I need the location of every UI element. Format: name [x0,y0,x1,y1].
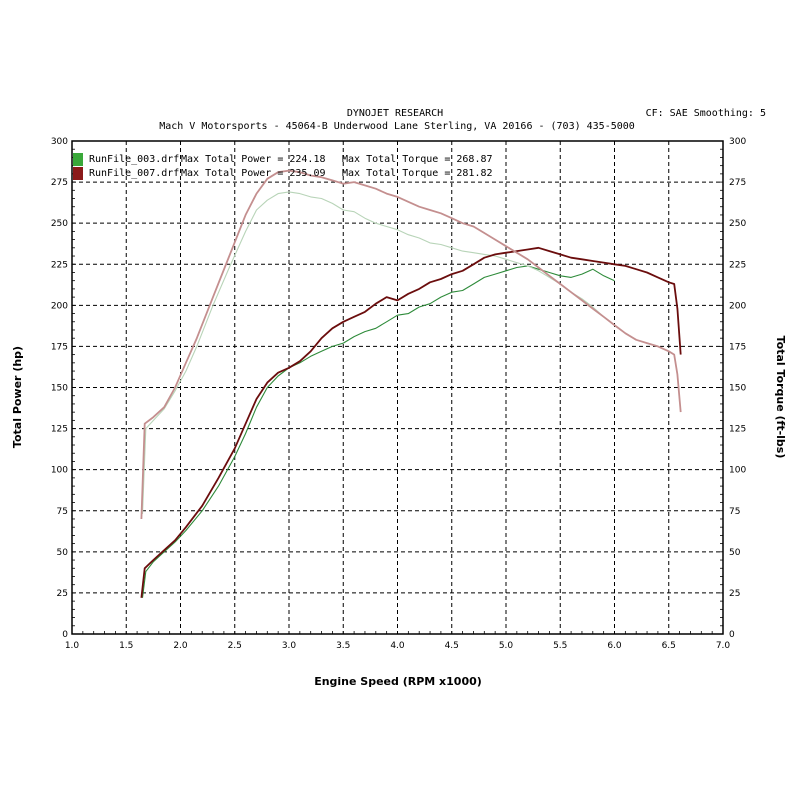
y2-axis-title: Total Torque (ft-lbs) [774,336,787,459]
chart-settings: CF: SAE Smoothing: 5 [646,108,766,119]
series-lines [140,169,682,598]
series-run007-power [140,246,682,598]
axis-ticks: 1.0 1.5 2.0 2.5 3.0 3.5 4.0 4.5 5.0 5.5 6.0 6.5 7.00… [51,137,747,651]
y-tick-label: 300 [51,137,68,147]
series-run003-power [141,265,615,598]
legend-torque-run007: Max Total Torque = 281.82 [342,168,493,179]
chart-title: DYNOJET RESEARCH [347,108,443,119]
legend-swatch-run003 [73,153,83,166]
legend-torque-run003: Max Total Torque = 268.87 [342,154,493,165]
x-tick-label: 5.5 [553,641,567,651]
y-tick-label: 50 [57,548,69,558]
legend: RunFile_003.drf Max Total Power = 224.18… [73,153,493,180]
legend-file-run003: RunFile_003.drf [89,154,179,165]
y2-tick-label: 100 [729,466,746,476]
x-tick-label: 1.5 [119,641,133,651]
x-tick-label: 3.5 [336,641,350,651]
y2-tick-label: 0 [729,630,735,640]
chart-subtitle: Mach V Motorsports - 45064-B Underwood L… [159,121,635,132]
y-tick-label: 150 [51,384,68,394]
y-tick-label: 100 [51,466,68,476]
y2-tick-label: 125 [729,425,746,435]
y2-tick-label: 300 [729,137,746,147]
y2-tick-label: 200 [729,301,746,311]
x-tick-label: 2.0 [173,641,188,651]
series-run003-torque [141,191,615,515]
y-tick-label: 275 [51,178,68,188]
x-tick-label: 3.0 [282,641,297,651]
x-tick-label: 1.0 [65,641,80,651]
y-tick-label: 250 [51,219,68,229]
legend-power-run007: Max Total Power = 235.09 [181,168,326,179]
legend-power-run003: Max Total Power = 224.18 [181,154,326,165]
x-tick-label: 4.5 [445,641,459,651]
y2-tick-label: 75 [729,507,740,517]
y-tick-label: 200 [51,301,68,311]
y-tick-label: 175 [51,342,68,352]
y2-tick-label: 275 [729,178,746,188]
y2-tick-label: 250 [729,219,746,229]
y2-tick-label: 150 [729,384,746,394]
x-tick-label: 7.0 [716,641,731,651]
y-tick-label: 25 [57,589,68,599]
y-tick-label: 125 [51,425,68,435]
y2-tick-label: 175 [729,342,746,352]
x-tick-label: 4.0 [390,641,405,651]
x-tick-label: 2.5 [228,641,242,651]
grid [72,141,723,634]
legend-file-run007: RunFile_007.drf [89,168,179,179]
x-tick-label: 6.0 [607,641,622,651]
y2-tick-label: 225 [729,260,746,270]
y-tick-label: 75 [57,507,68,517]
y-tick-label: 0 [62,630,68,640]
x-axis-title: Engine Speed (RPM x1000) [314,675,482,688]
y-axis-title: Total Power (hp) [11,346,24,448]
x-tick-label: 6.5 [662,641,676,651]
x-tick-label: 5.0 [499,641,514,651]
y-tick-label: 225 [51,260,68,270]
y2-tick-label: 50 [729,548,741,558]
y2-tick-label: 25 [729,589,740,599]
legend-swatch-run007 [73,167,83,180]
series-run007-torque [140,169,682,520]
